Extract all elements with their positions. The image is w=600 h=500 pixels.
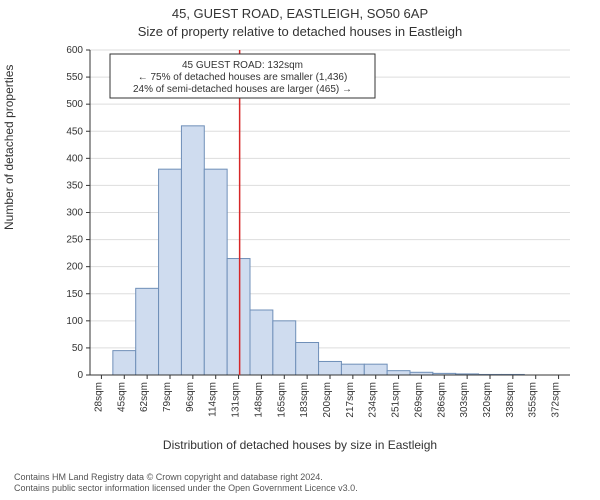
svg-text:28sqm: 28sqm	[93, 382, 104, 412]
svg-text:269sqm: 269sqm	[413, 382, 424, 418]
svg-text:131sqm: 131sqm	[231, 382, 242, 418]
footer-line-2: Contains public sector information licen…	[14, 483, 358, 494]
svg-text:50: 50	[72, 343, 84, 354]
svg-text:355sqm: 355sqm	[528, 382, 539, 418]
svg-text:350: 350	[66, 180, 83, 191]
y-axis-label: Number of detached properties	[2, 65, 16, 230]
attribution-footer: Contains HM Land Registry data © Crown c…	[14, 472, 358, 495]
svg-text:320sqm: 320sqm	[482, 382, 493, 418]
svg-text:148sqm: 148sqm	[253, 382, 264, 418]
svg-text:183sqm: 183sqm	[299, 382, 310, 418]
svg-text:45sqm: 45sqm	[116, 382, 127, 412]
svg-text:250: 250	[66, 235, 83, 246]
page: 45, GUEST ROAD, EASTLEIGH, SO50 6AP Size…	[0, 0, 600, 500]
svg-text:550: 550	[66, 72, 83, 83]
svg-text:251sqm: 251sqm	[391, 382, 402, 418]
svg-text:100: 100	[66, 316, 83, 327]
svg-text:217sqm: 217sqm	[345, 382, 356, 418]
footer-line-1: Contains HM Land Registry data © Crown c…	[14, 472, 358, 483]
svg-text:338sqm: 338sqm	[505, 382, 516, 418]
svg-text:600: 600	[66, 45, 83, 56]
svg-text:400: 400	[66, 153, 83, 164]
title-block: 45, GUEST ROAD, EASTLEIGH, SO50 6AP Size…	[0, 0, 600, 41]
svg-text:79sqm: 79sqm	[162, 382, 173, 412]
svg-text:200sqm: 200sqm	[322, 382, 333, 418]
svg-text:200: 200	[66, 262, 83, 273]
svg-text:372sqm: 372sqm	[551, 382, 562, 418]
svg-text:24% of semi-detached houses ar: 24% of semi-detached houses are larger (…	[133, 84, 352, 95]
svg-text:303sqm: 303sqm	[459, 382, 470, 418]
svg-text:0: 0	[77, 370, 83, 381]
svg-text:234sqm: 234sqm	[368, 382, 379, 418]
histogram-chart: 0 50 100 150 200 250 300 350 400 450 500 550 600 28sq…	[55, 45, 575, 425]
page-title-subtitle: Size of property relative to detached ho…	[0, 24, 600, 40]
x-axis-label: Distribution of detached houses by size …	[0, 438, 600, 452]
svg-text:500: 500	[66, 99, 83, 110]
svg-text:45 GUEST ROAD: 132sqm: 45 GUEST ROAD: 132sqm	[182, 60, 303, 71]
svg-text:300: 300	[66, 208, 83, 219]
svg-text:62sqm: 62sqm	[139, 382, 150, 412]
chart-area: 0 50 100 150 200 250 300 350 400 450 500 550 600 28sq…	[55, 45, 575, 425]
page-title-address: 45, GUEST ROAD, EASTLEIGH, SO50 6AP	[0, 6, 600, 22]
svg-text:450: 450	[66, 126, 83, 137]
svg-text:286sqm: 286sqm	[436, 382, 447, 418]
svg-text:← 75% of detached houses are s: ← 75% of detached houses are smaller (1,…	[138, 72, 348, 83]
svg-text:114sqm: 114sqm	[208, 382, 219, 417]
svg-text:150: 150	[66, 289, 83, 300]
svg-text:96sqm: 96sqm	[185, 382, 196, 412]
svg-text:165sqm: 165sqm	[276, 382, 287, 418]
